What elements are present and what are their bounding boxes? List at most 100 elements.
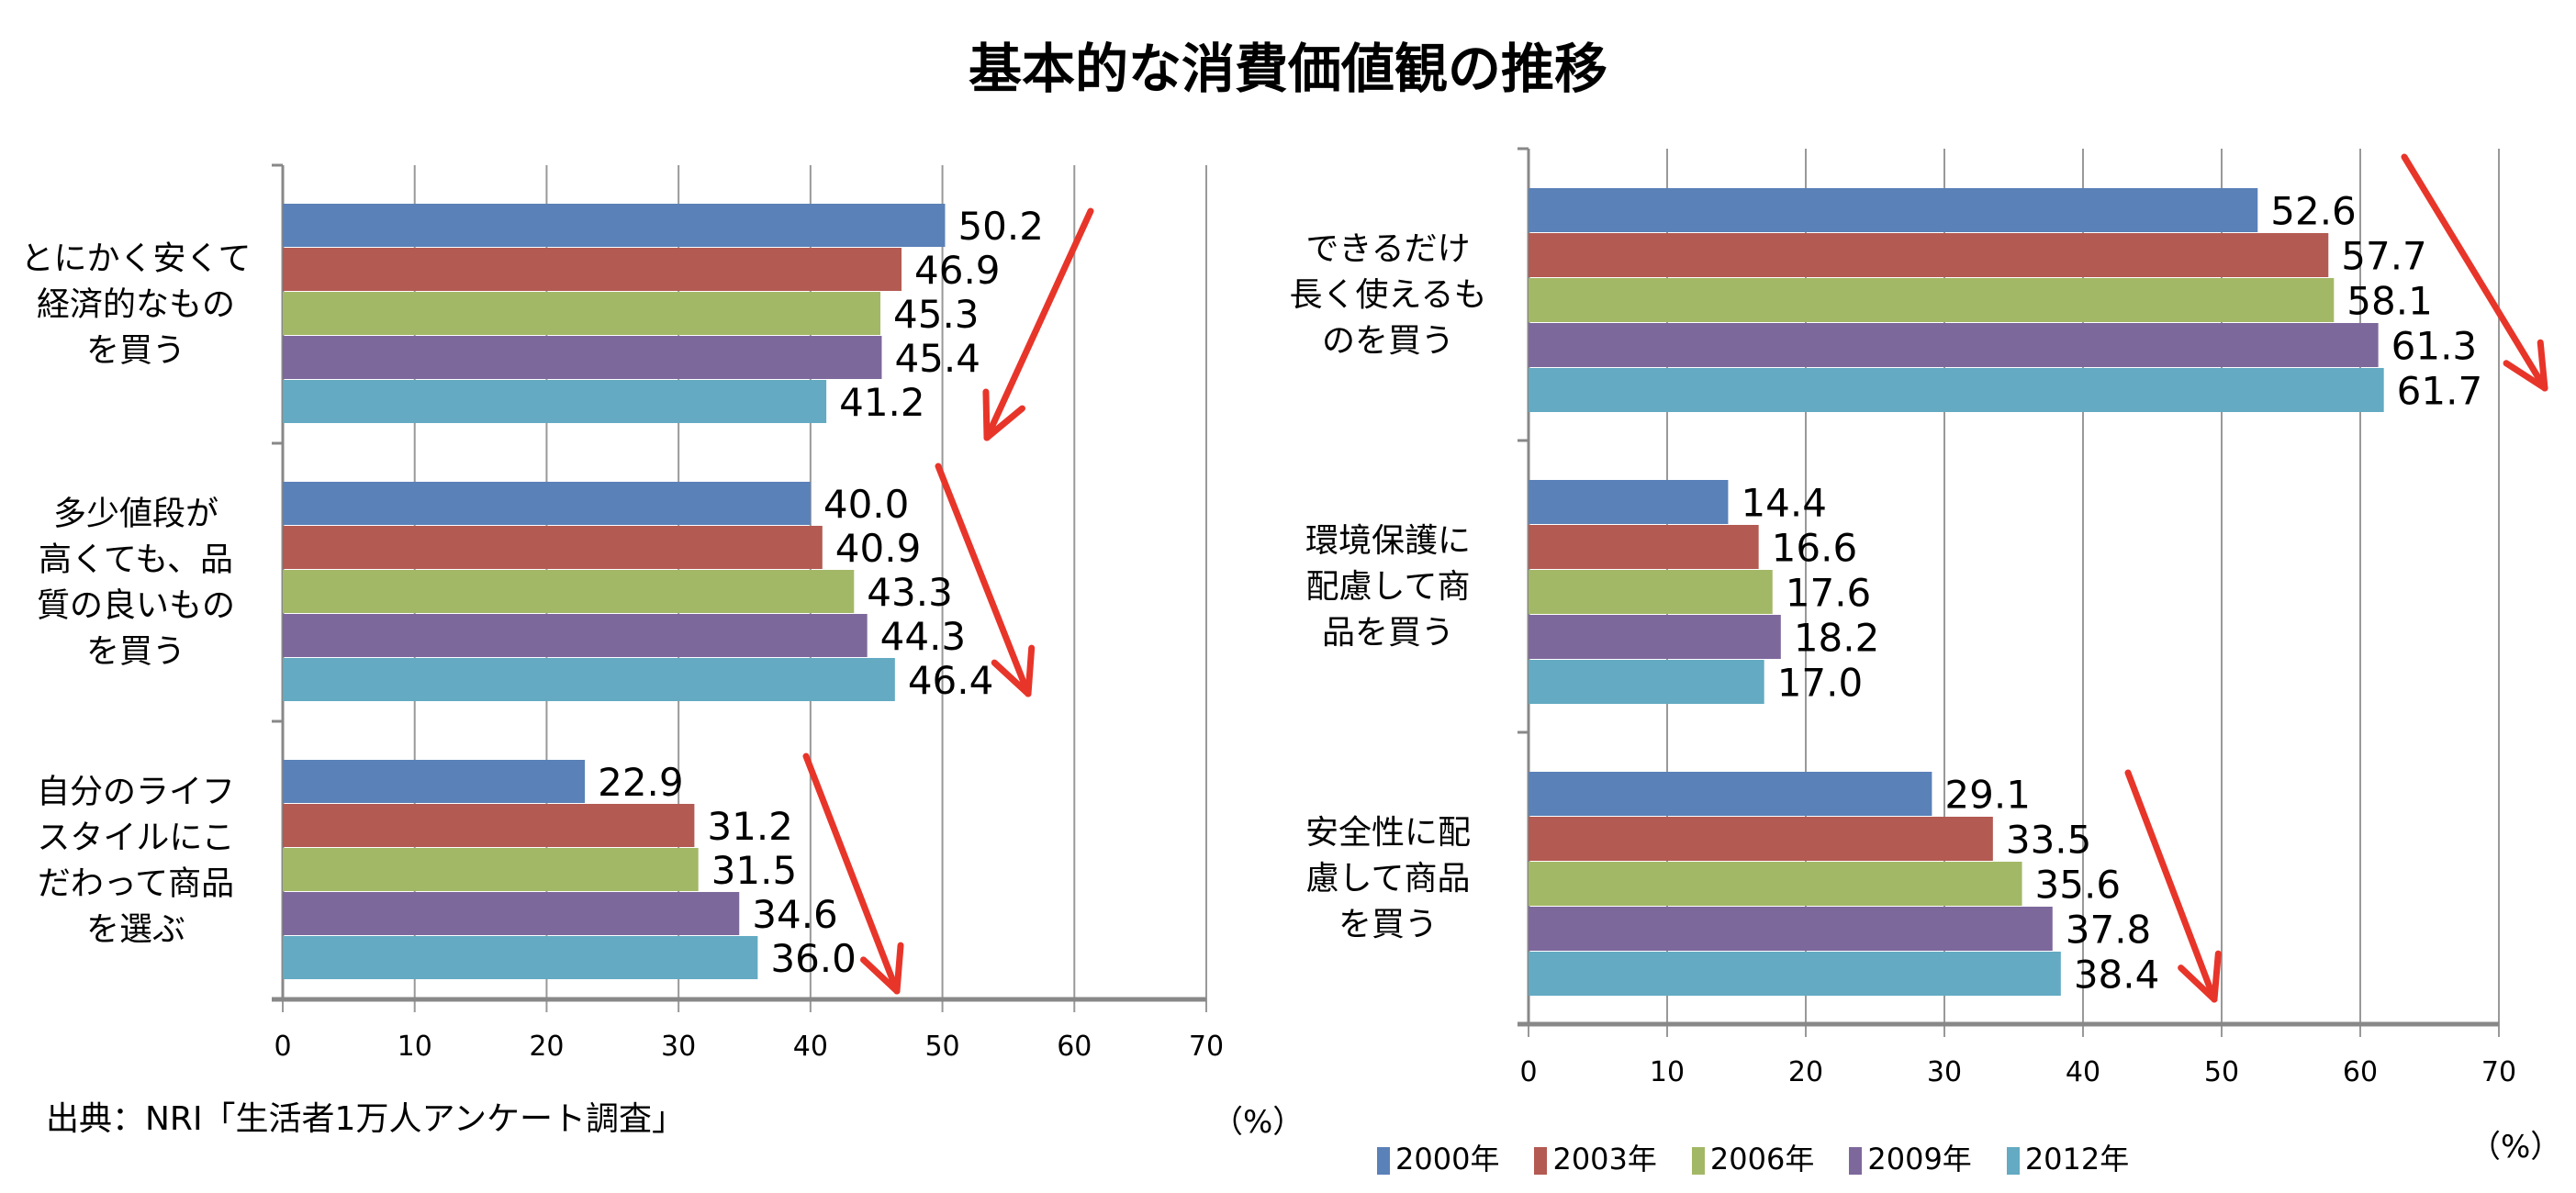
data-label: 46.4 [908, 658, 994, 703]
bar-2000年 [283, 204, 946, 247]
red-trend-arrow [2124, 769, 2218, 1003]
bar-2006年 [283, 848, 699, 891]
bar-2003年 [1529, 817, 1993, 861]
bar-2009年 [283, 614, 868, 657]
data-label: 18.2 [1794, 616, 1880, 661]
left-x-unit: （%） [1212, 1104, 1305, 1141]
bar-2012年 [283, 658, 895, 701]
x-tick-label: 70 [1189, 1031, 1224, 1063]
bar-2009年 [283, 336, 882, 379]
bar-2006年 [1529, 862, 2022, 906]
x-tick-label: 10 [398, 1031, 432, 1063]
arrow-head [2211, 950, 2222, 1003]
x-tick-label: 70 [2481, 1056, 2516, 1088]
bar-2003年 [1529, 525, 1759, 569]
data-label: 16.6 [1772, 526, 1858, 571]
x-tick-label: 50 [924, 1031, 959, 1063]
bar-2000年 [1529, 480, 1729, 524]
data-label: 36.0 [770, 936, 857, 981]
red-trend-arrow [935, 463, 1032, 697]
red-trend-arrow [802, 753, 901, 995]
data-label: 33.5 [2006, 818, 2092, 863]
bar-2012年 [283, 936, 758, 979]
data-label: 40.0 [823, 482, 910, 527]
data-label: 17.6 [1786, 571, 1872, 616]
x-tick-label: 30 [1927, 1056, 1962, 1088]
bar-2003年 [1529, 233, 2329, 277]
arrow-head [982, 388, 991, 441]
data-label: 31.2 [707, 804, 793, 849]
bar-2009年 [1529, 615, 1781, 659]
bar-2012年 [1529, 952, 2061, 996]
data-label: 46.9 [914, 248, 1001, 293]
data-label: 52.6 [2270, 189, 2357, 234]
source-note: 出典：NRI「生活者1万人アンケート調査」 [46, 1100, 686, 1138]
legend-item-2000: 2000年 [1377, 1136, 1499, 1178]
data-label: 40.9 [835, 526, 922, 571]
red-trend-arrow [983, 207, 1094, 441]
arrow-head [2537, 339, 2548, 392]
bar-2012年 [1529, 368, 2384, 412]
x-tick-label: 40 [2066, 1056, 2100, 1088]
bar-2012年 [1529, 660, 1764, 704]
x-tick-label: 20 [529, 1031, 564, 1063]
data-label: 29.1 [1944, 773, 2031, 818]
x-tick-label: 10 [1650, 1056, 1685, 1088]
data-label: 31.5 [711, 848, 798, 893]
bar-2000年 [283, 760, 586, 803]
data-label: 41.2 [839, 380, 925, 425]
data-label: 17.0 [1777, 661, 1864, 706]
bar-2009年 [1529, 323, 2379, 367]
data-label: 61.7 [2397, 369, 2483, 414]
data-label: 43.3 [867, 570, 953, 615]
legend-item-2006: 2006年 [1691, 1136, 1814, 1178]
data-label: 45.3 [893, 292, 980, 337]
bar-2000年 [1529, 772, 1932, 816]
legend: 2000年 2003年 2006年 2009年 2012年 [1377, 1136, 2129, 1178]
data-label: 45.4 [894, 336, 980, 381]
x-tick-label: 50 [2204, 1056, 2239, 1088]
bar-2003年 [283, 526, 823, 569]
data-label: 50.2 [958, 204, 1044, 249]
arrow-head [1025, 644, 1036, 697]
data-label: 22.9 [598, 760, 684, 805]
bar-2006年 [283, 570, 855, 613]
legend-item-2003: 2003年 [1534, 1136, 1657, 1178]
bar-2000年 [1529, 188, 2258, 232]
data-label: 44.3 [880, 614, 967, 659]
legend-item-2009: 2009年 [1849, 1136, 1972, 1178]
x-tick-label: 60 [1057, 1031, 1092, 1063]
category-label: 自分のライフスタイルにこだわって商品を選ぶ [37, 774, 235, 949]
arrow-head [893, 942, 904, 995]
arrow-head [983, 405, 1026, 441]
data-label: 35.6 [2035, 863, 2122, 908]
arrow-head [859, 956, 901, 995]
bar-2006年 [283, 292, 881, 335]
bar-2003年 [283, 248, 902, 291]
x-tick-label: 60 [2343, 1056, 2378, 1088]
chart-title: 基本的な消費価値観の推移 [968, 38, 1607, 100]
bar-2006年 [1529, 278, 2335, 322]
data-label: 37.8 [2066, 908, 2152, 953]
x-tick-label: 0 [1519, 1056, 1537, 1088]
data-label: 14.4 [1741, 481, 1827, 526]
x-tick-label: 0 [274, 1031, 291, 1063]
category-label: 環境保護に配慮して商品を買う [1305, 522, 1471, 652]
data-label: 38.4 [2074, 953, 2160, 998]
bar-2006年 [1529, 570, 1773, 614]
bar-2000年 [283, 482, 811, 525]
x-tick-label: 20 [1788, 1056, 1823, 1088]
legend-item-2012: 2012年 [2006, 1136, 2129, 1178]
x-tick-label: 30 [661, 1031, 696, 1063]
x-tick-label: 40 [793, 1031, 828, 1063]
category-label: できるだけ長く使えるものを買う [1290, 230, 1487, 360]
data-label: 57.7 [2341, 234, 2427, 279]
data-label: 58.1 [2346, 279, 2433, 324]
arrow-head [2503, 360, 2548, 392]
arrow-head [2178, 964, 2218, 1003]
bar-2003年 [283, 804, 695, 847]
category-label: とにかく安くて経済的なものを買う [21, 240, 252, 370]
category-label: 多少値段が高くても、品質の良いものを買う [37, 496, 235, 671]
